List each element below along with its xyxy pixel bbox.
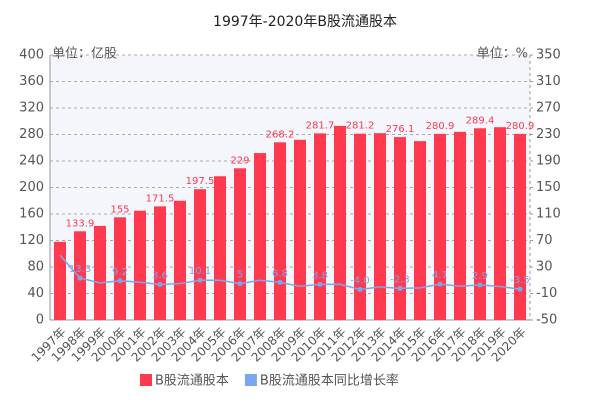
y-tick-label: 0 xyxy=(36,313,44,328)
line xyxy=(59,254,521,291)
y-tick-label: 200 xyxy=(19,180,44,195)
bar-value-label: 229 xyxy=(230,155,249,166)
line-point xyxy=(237,281,243,287)
y2-tick-label: 70 xyxy=(536,233,553,248)
legend-label: B股流通股本 xyxy=(155,374,229,389)
bar-value-label: 281.2 xyxy=(346,121,375,132)
bar xyxy=(354,133,366,320)
bar xyxy=(174,200,186,320)
bar xyxy=(134,210,146,320)
line-value-label: 3.8 xyxy=(312,270,328,281)
bar xyxy=(274,142,286,320)
bar-value-label: 133.9 xyxy=(66,218,95,229)
y2-axis-unit: 单位：% xyxy=(477,47,528,62)
line-point xyxy=(77,275,83,281)
bar-value-label: 281.7 xyxy=(306,120,335,131)
bar-value-label: 280.9 xyxy=(426,121,455,132)
y-tick-label: 280 xyxy=(19,127,44,142)
y2-tick-label: 270 xyxy=(536,101,561,116)
bar xyxy=(194,189,206,320)
y-tick-label: 40 xyxy=(27,286,44,301)
y-axis-unit: 单位：亿股 xyxy=(52,47,117,62)
line-value-label: -4.0 xyxy=(350,276,370,287)
bar xyxy=(114,217,126,320)
y2-tick-label: 150 xyxy=(536,180,561,195)
legend-swatch xyxy=(244,374,257,386)
line-value-label: 13.3 xyxy=(69,264,91,275)
y2-tick-label: 110 xyxy=(536,207,561,222)
y-tick-label: 240 xyxy=(19,154,44,169)
line-value-label: 3.6 xyxy=(152,270,168,281)
y2-tick-label: 350 xyxy=(536,48,561,63)
line-point xyxy=(477,282,483,288)
bar xyxy=(514,133,526,320)
bar xyxy=(214,176,226,320)
bar-value-label: 280.9 xyxy=(506,121,535,132)
bar xyxy=(454,131,466,320)
bar xyxy=(254,153,266,320)
bar-value-label: 197.5 xyxy=(186,176,215,187)
bar xyxy=(234,168,246,320)
legend-swatch xyxy=(140,374,152,386)
bar xyxy=(314,133,326,320)
line-value-label: 2.9 xyxy=(472,271,488,282)
bar xyxy=(94,225,106,320)
bar-value-label: 155 xyxy=(110,204,129,215)
line-value-label: 4.1 xyxy=(432,270,448,281)
chart-title: 1997年-2020年B股流通股本 xyxy=(213,14,397,30)
bar-value-label: 268.2 xyxy=(266,129,295,140)
bar xyxy=(474,128,486,320)
line-point xyxy=(157,281,163,287)
bar xyxy=(394,137,406,320)
bar xyxy=(434,133,446,320)
line-point xyxy=(117,278,123,284)
y2-tick-label: -50 xyxy=(536,313,557,328)
bar xyxy=(154,206,166,320)
line-value-label: 6.8 xyxy=(272,268,288,279)
legend-label: B股流通股本同比增长率 xyxy=(260,373,399,389)
y2-tick-label: -10 xyxy=(536,286,557,301)
line-point xyxy=(317,281,323,287)
bar xyxy=(334,125,346,320)
line-point xyxy=(437,281,443,287)
line-point xyxy=(277,279,283,285)
line-value-label: -3.5 xyxy=(510,275,530,286)
y2-tick-label: 230 xyxy=(536,127,561,142)
y-tick-label: 160 xyxy=(19,207,44,222)
bar xyxy=(294,139,306,320)
bar-value-label: 276.1 xyxy=(386,124,415,135)
y-tick-label: 360 xyxy=(19,74,44,89)
bar xyxy=(374,133,386,320)
line-value-label: 9.2 xyxy=(112,267,128,278)
bar-value-label: 289.4 xyxy=(466,115,495,126)
line-value-label: -2.3 xyxy=(390,274,410,285)
y2-tick-label: 310 xyxy=(536,74,561,89)
line-point xyxy=(197,277,203,283)
y2-tick-label: 190 xyxy=(536,154,561,169)
y-tick-label: 80 xyxy=(27,260,44,275)
line-point xyxy=(517,286,523,292)
y-tick-label: 400 xyxy=(19,48,44,63)
bar xyxy=(494,127,506,321)
line-point xyxy=(397,285,403,291)
line-value-label: 10.1 xyxy=(189,266,211,277)
y2-tick-label: 30 xyxy=(536,260,553,275)
line-value-label: 5 xyxy=(237,270,243,281)
bar-value-label: 171.5 xyxy=(146,193,175,204)
bar xyxy=(54,241,66,320)
line-point xyxy=(357,287,363,293)
y-tick-label: 120 xyxy=(19,233,44,248)
y-tick-label: 320 xyxy=(19,101,44,116)
bar xyxy=(414,141,426,320)
